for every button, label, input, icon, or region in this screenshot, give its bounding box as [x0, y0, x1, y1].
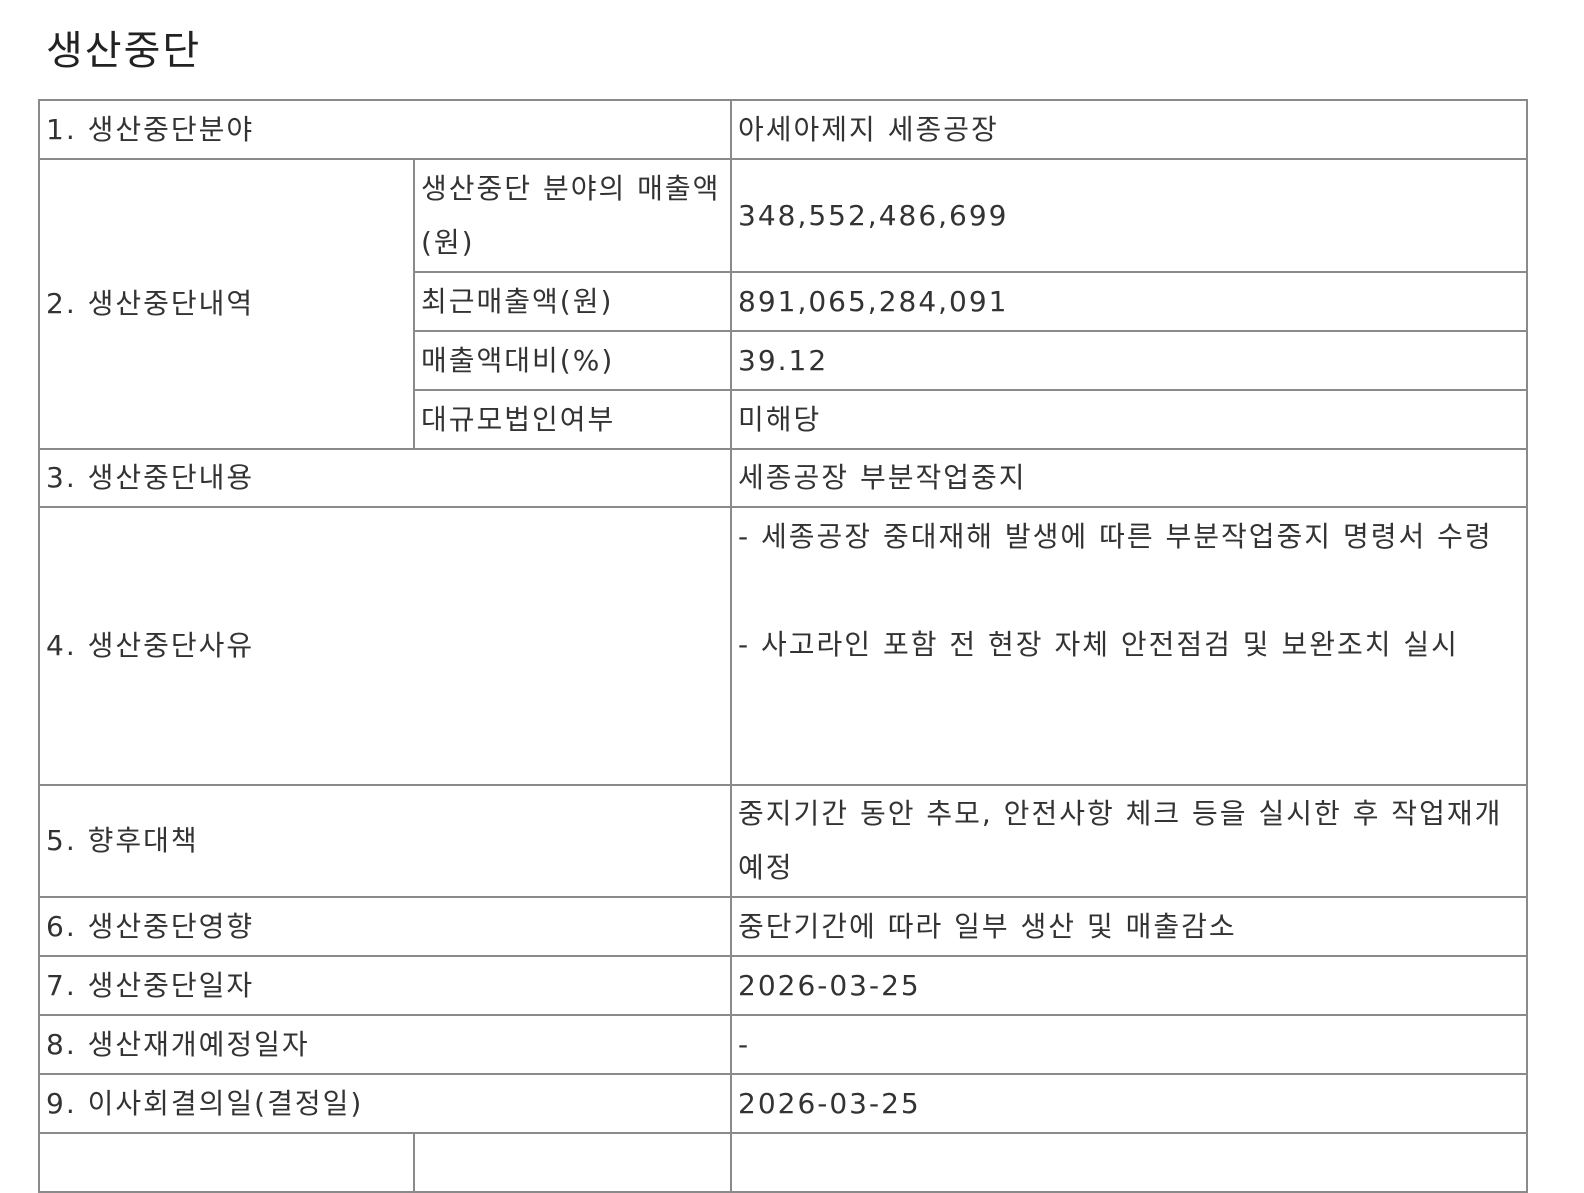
sub-label: 매출액대비(%)	[413, 330, 732, 391]
table-row: 2. 생산중단내역 생산중단 분야의 매출액(원) 348,552,486,69…	[38, 158, 1528, 450]
row-value: 891,065,284,091	[730, 271, 1528, 332]
reason-line-2: - 사고라인 포함 전 현장 자체 안전점검 및 보완조치 실시	[738, 628, 1459, 661]
sub-label: 최근매출액(원)	[413, 271, 732, 332]
table-row: 5. 향후대책 중지기간 동안 추모, 안전사항 체크 등을 실시한 후 작업재…	[38, 784, 1528, 898]
row-label: 5. 향후대책	[38, 784, 732, 898]
row-label: 7. 생산중단일자	[38, 955, 732, 1016]
row-value: 39.12	[730, 330, 1528, 391]
page-title: 생산중단	[46, 28, 202, 74]
sub-label: 대규모법인여부	[413, 389, 732, 450]
row-label: 3. 생산중단내용	[38, 448, 732, 508]
row-label: 1. 생산중단분야	[38, 99, 732, 160]
table-row: 최근매출액(원) 891,065,284,091	[39, 271, 1528, 332]
row-value: 아세아제지 세종공장	[730, 99, 1528, 160]
table-row: 4. 생산중단사유 - 세종공장 중대재해 발생에 따른 부분작업중지 명령서 …	[38, 506, 1528, 786]
table-row: 8. 생산재개예정일자 -	[38, 1014, 1528, 1075]
table-row: 7. 생산중단일자 2026-03-25	[38, 955, 1528, 1016]
row-value: 세종공장 부분작업중지	[730, 448, 1528, 508]
row-value	[730, 1132, 1528, 1193]
table-row-partial	[38, 1132, 1528, 1193]
disclosure-table: 1. 생산중단분야 아세아제지 세종공장 2. 생산중단내역 생산중단 분야의 …	[38, 99, 1528, 1193]
sub-label: 생산중단 분야의 매출액(원)	[413, 158, 732, 273]
row-label: 6. 생산중단영향	[38, 896, 732, 957]
row-value: -	[730, 1014, 1528, 1075]
table-row: 3. 생산중단내용 세종공장 부분작업중지	[38, 448, 1528, 508]
table-row: 대규모법인여부 미해당	[39, 389, 1528, 450]
table-row: 매출액대비(%) 39.12	[39, 330, 1528, 391]
reason-line-1: - 세종공장 중대재해 발생에 따른 부분작업중지 명령서 수령	[738, 520, 1493, 553]
row-value: 중단기간에 따라 일부 생산 및 매출감소	[730, 896, 1528, 957]
sub-label	[413, 1132, 732, 1193]
table-row: 9. 이사회결의일(결정일) 2026-03-25	[38, 1073, 1528, 1134]
row-value: 348,552,486,699	[730, 158, 1528, 273]
row-value: 미해당	[730, 389, 1528, 450]
row-label: 9. 이사회결의일(결정일)	[38, 1073, 732, 1134]
row-label: 4. 생산중단사유	[38, 506, 732, 786]
table-row: 1. 생산중단분야 아세아제지 세종공장	[38, 99, 1528, 160]
row-value: 중지기간 동안 추모, 안전사항 체크 등을 실시한 후 작업재개 예정	[730, 784, 1528, 898]
row-label: 8. 생산재개예정일자	[38, 1014, 732, 1075]
row-value: 2026-03-25	[730, 1073, 1528, 1134]
row-value: - 세종공장 중대재해 발생에 따른 부분작업중지 명령서 수령 - 사고라인 …	[730, 506, 1528, 786]
row-label	[38, 1132, 415, 1193]
table-row: 6. 생산중단영향 중단기간에 따라 일부 생산 및 매출감소	[38, 896, 1528, 957]
row-value: 2026-03-25	[730, 955, 1528, 1016]
row-label: 2. 생산중단내역	[38, 158, 415, 450]
